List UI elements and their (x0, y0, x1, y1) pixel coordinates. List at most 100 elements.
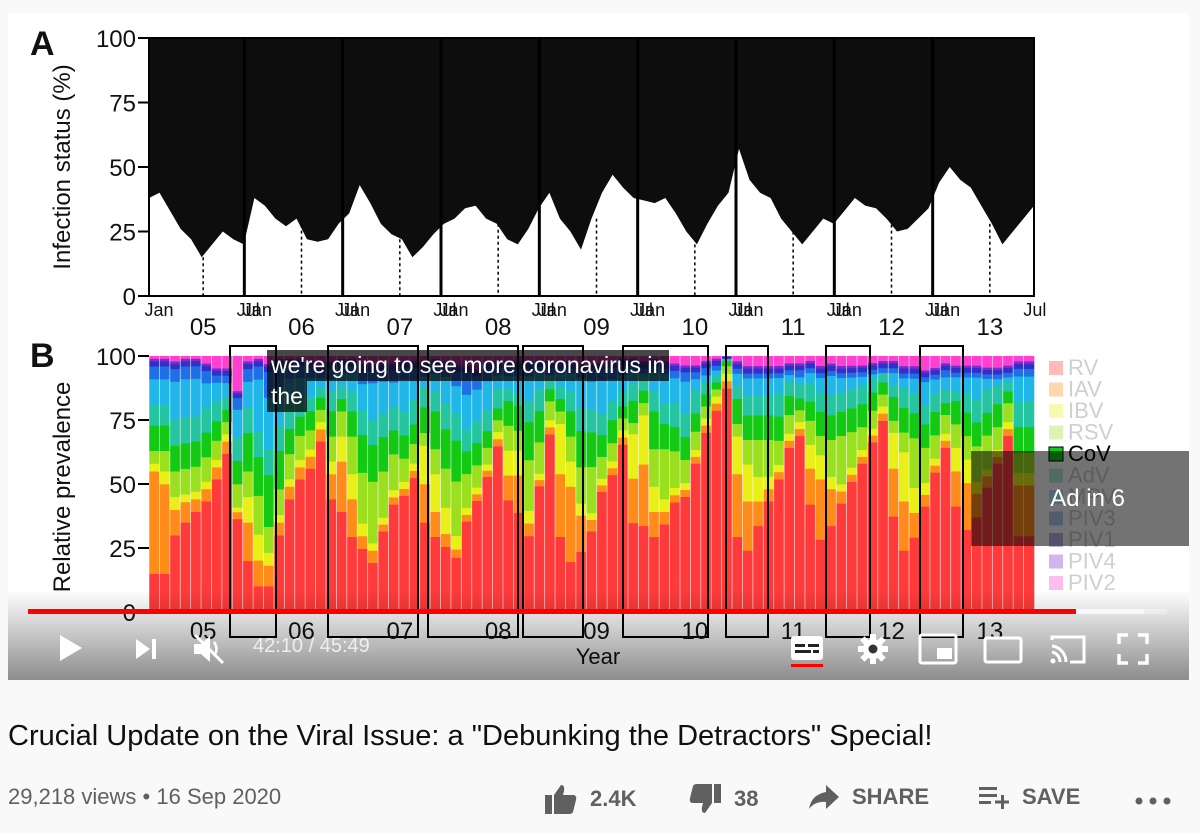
panel-b-year-label: 05 (190, 618, 217, 645)
panel-b-year-label: 07 (386, 618, 413, 645)
bar-piv2 (815, 356, 827, 366)
bar-cov (940, 402, 951, 416)
like-button[interactable]: 2.4K (544, 783, 636, 815)
bar-rv (419, 522, 431, 613)
bar-ibv (950, 447, 962, 472)
bar-rv (909, 537, 920, 613)
bar-piv1 (950, 367, 962, 373)
legend-label-piv2: PIV2 (1068, 570, 1116, 595)
bar-piv4 (981, 367, 993, 370)
bar-piv4 (877, 360, 889, 364)
video-player[interactable]: A 0 25 50 75 100 Infection status (%) Jan Jul Jan… (8, 13, 1189, 680)
bar-piv3 (461, 371, 473, 395)
panel-a-year-label: 06 (288, 314, 315, 341)
bar-piv4 (867, 362, 879, 366)
bar-rsv (898, 432, 910, 453)
ad-countdown[interactable]: Ad in 6 (971, 451, 1189, 546)
bar-cov (346, 411, 358, 437)
bar-adv (732, 386, 743, 399)
bar-mpv (1002, 377, 1014, 383)
bar-cov (950, 400, 962, 425)
bar-iav (721, 380, 733, 389)
bar-piv2 (690, 356, 702, 366)
bar-piv1 (909, 368, 920, 374)
bar-rv (534, 486, 545, 613)
dislike-button[interactable]: 38 (688, 783, 758, 815)
bar-mpv (201, 383, 212, 408)
bar-mpv (825, 375, 837, 396)
bar-adv (857, 385, 868, 405)
bar-rv (607, 474, 618, 613)
bar-ibv (284, 478, 296, 487)
bar-mpv (253, 379, 264, 432)
bar-mpv (221, 382, 233, 398)
bar-piv2 (211, 356, 223, 369)
bar-ibv (898, 452, 910, 502)
next-icon[interactable] (134, 637, 160, 661)
bar-rv (253, 586, 264, 613)
bar-cov (482, 430, 493, 448)
play-icon[interactable] (58, 633, 84, 663)
legend-label-rv: RV (1068, 355, 1098, 380)
panel-b-ytick-label: 50 (109, 472, 136, 499)
bar-ibv (607, 461, 618, 469)
bar-piv1 (1013, 363, 1024, 369)
bar-piv3 (1013, 368, 1024, 377)
panel-b-ytick-label: 25 (109, 536, 136, 563)
bar-cov (909, 413, 920, 439)
bar-rsv (190, 466, 202, 492)
bar-cov (149, 425, 160, 452)
bar-piv3 (992, 374, 1004, 380)
save-button[interactable]: SAVE (978, 783, 1080, 811)
bar-piv3 (169, 368, 181, 382)
bar-iav (1002, 428, 1014, 437)
bar-piv4 (669, 363, 681, 367)
bar-piv4 (253, 358, 264, 362)
bar-adv (867, 378, 879, 393)
bar-piv3 (669, 370, 681, 379)
bar-piv2 (669, 356, 681, 364)
bar-piv2 (971, 356, 983, 366)
bar-mpv (232, 409, 243, 438)
bar-adv (388, 406, 400, 431)
miniplayer-icon[interactable] (918, 633, 958, 665)
bar-rsv (357, 472, 368, 524)
bar-mpv (492, 374, 504, 390)
cast-icon[interactable] (1048, 633, 1088, 665)
bar-ibv (919, 482, 931, 495)
bar-cov (211, 421, 223, 441)
bar-piv2 (1002, 356, 1014, 366)
mute-icon[interactable] (191, 632, 227, 666)
bar-piv1 (711, 360, 722, 366)
bar-mpv (607, 378, 618, 403)
bar-piv4 (888, 360, 899, 364)
bar-rsv (627, 422, 639, 435)
share-button[interactable]: SHARE (808, 783, 929, 811)
bar-piv2 (877, 356, 889, 362)
bar-cov (232, 460, 243, 485)
panel-b-season-box (427, 345, 519, 638)
bar-adv (877, 372, 889, 383)
bar-adv (336, 386, 348, 399)
settings-gear-icon[interactable] (857, 633, 889, 665)
bar-iav (471, 494, 483, 501)
theater-mode-icon[interactable] (983, 636, 1023, 664)
bar-rv (627, 522, 639, 613)
bar-piv3 (700, 367, 712, 376)
bar-ibv (180, 494, 191, 503)
bar-rv (544, 434, 556, 613)
progress-bar[interactable] (28, 609, 1167, 614)
bar-adv (253, 430, 264, 458)
bar-ibv (909, 487, 920, 513)
bar-iav (284, 486, 296, 500)
bar-rsv (450, 481, 462, 537)
bar-piv1 (877, 363, 889, 369)
bar-piv4 (857, 365, 868, 368)
subtitles-icon[interactable] (790, 633, 824, 667)
bar-mpv (981, 378, 993, 391)
panel-a-month-label: Jan (144, 300, 173, 320)
bar-ibv (367, 543, 379, 551)
more-actions-icon[interactable] (1135, 796, 1171, 806)
bar-adv (680, 413, 691, 438)
fullscreen-icon[interactable] (1117, 633, 1149, 665)
